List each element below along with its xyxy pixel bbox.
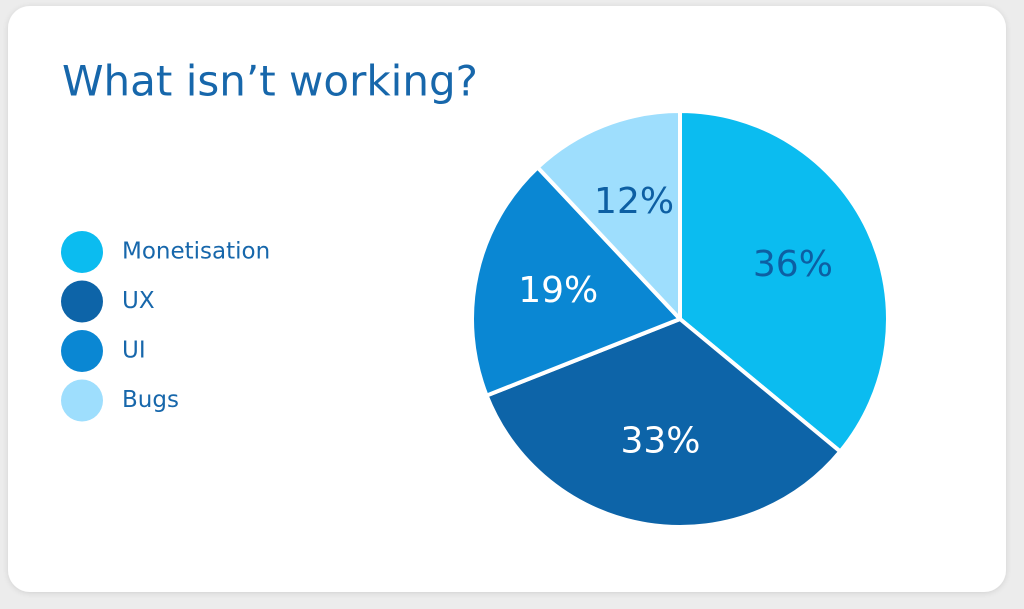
pie-slice bbox=[484, 317, 843, 529]
slice-label: 36% bbox=[753, 244, 833, 285]
pie-slice bbox=[678, 109, 890, 454]
pie-slice bbox=[470, 165, 682, 398]
legend-swatch bbox=[61, 280, 103, 323]
legend-label: UX bbox=[122, 288, 155, 314]
pie-slice bbox=[535, 109, 682, 321]
legend-label: Bugs bbox=[122, 387, 179, 413]
slice-label: 12% bbox=[594, 181, 674, 222]
legend-label: Monetisation bbox=[122, 239, 270, 265]
legend-swatch bbox=[61, 379, 103, 422]
slice-label: 19% bbox=[518, 270, 598, 311]
chart-title: What isn’t working? bbox=[62, 57, 478, 106]
legend-label: UI bbox=[122, 338, 146, 364]
legend-swatch bbox=[61, 330, 103, 372]
slice-label: 33% bbox=[620, 420, 700, 461]
legend-swatch bbox=[61, 231, 103, 273]
